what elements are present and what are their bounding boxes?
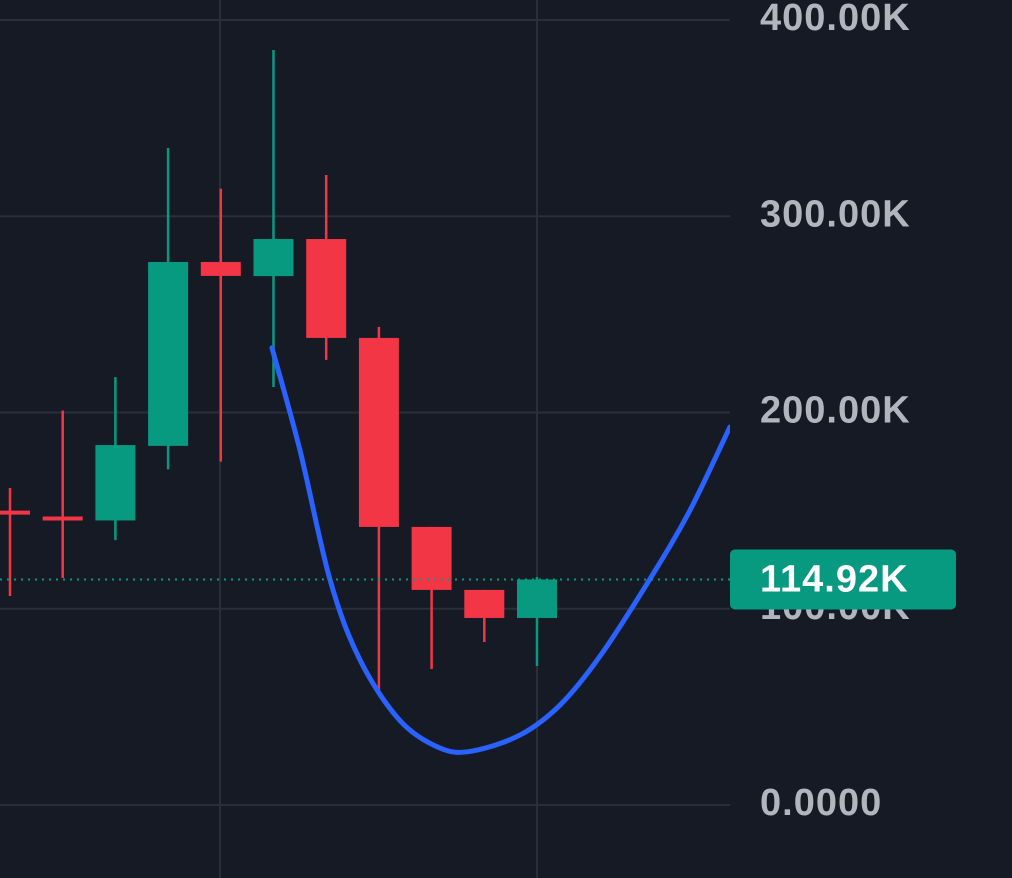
candle — [464, 589, 505, 643]
candle-body — [411, 526, 452, 590]
candle — [42, 410, 83, 578]
y-tick-label: 200.00K — [760, 390, 911, 432]
candle-body — [0, 510, 30, 515]
candle-body — [253, 239, 294, 277]
candle-body — [464, 589, 505, 618]
candle-body — [306, 239, 347, 338]
candle-body — [517, 579, 557, 618]
candle-body — [200, 261, 241, 276]
candle-body — [358, 337, 399, 527]
candle-body — [148, 261, 189, 446]
y-tick-label: 300.00K — [760, 193, 911, 235]
candle — [148, 147, 189, 470]
candle-body — [95, 445, 136, 521]
candle — [411, 526, 452, 669]
candle — [0, 488, 30, 596]
candle — [517, 576, 557, 667]
candle — [358, 326, 399, 694]
price-axis: 0.0000100.00K200.00K300.00K400.00K114.92… — [730, 0, 956, 824]
last-price-badge — [730, 549, 956, 610]
grid — [0, 19, 730, 806]
candle — [306, 175, 347, 360]
plot-area — [0, 50, 730, 755]
y-tick-label: 400.00K — [760, 0, 911, 39]
candle-body — [42, 516, 83, 521]
drawn-curve — [269, 345, 730, 755]
last-price-label: 114.92K — [760, 559, 909, 601]
candle — [95, 377, 136, 541]
y-tick-label: 0.0000 — [760, 782, 882, 824]
candle — [253, 50, 294, 387]
candle — [200, 188, 241, 462]
